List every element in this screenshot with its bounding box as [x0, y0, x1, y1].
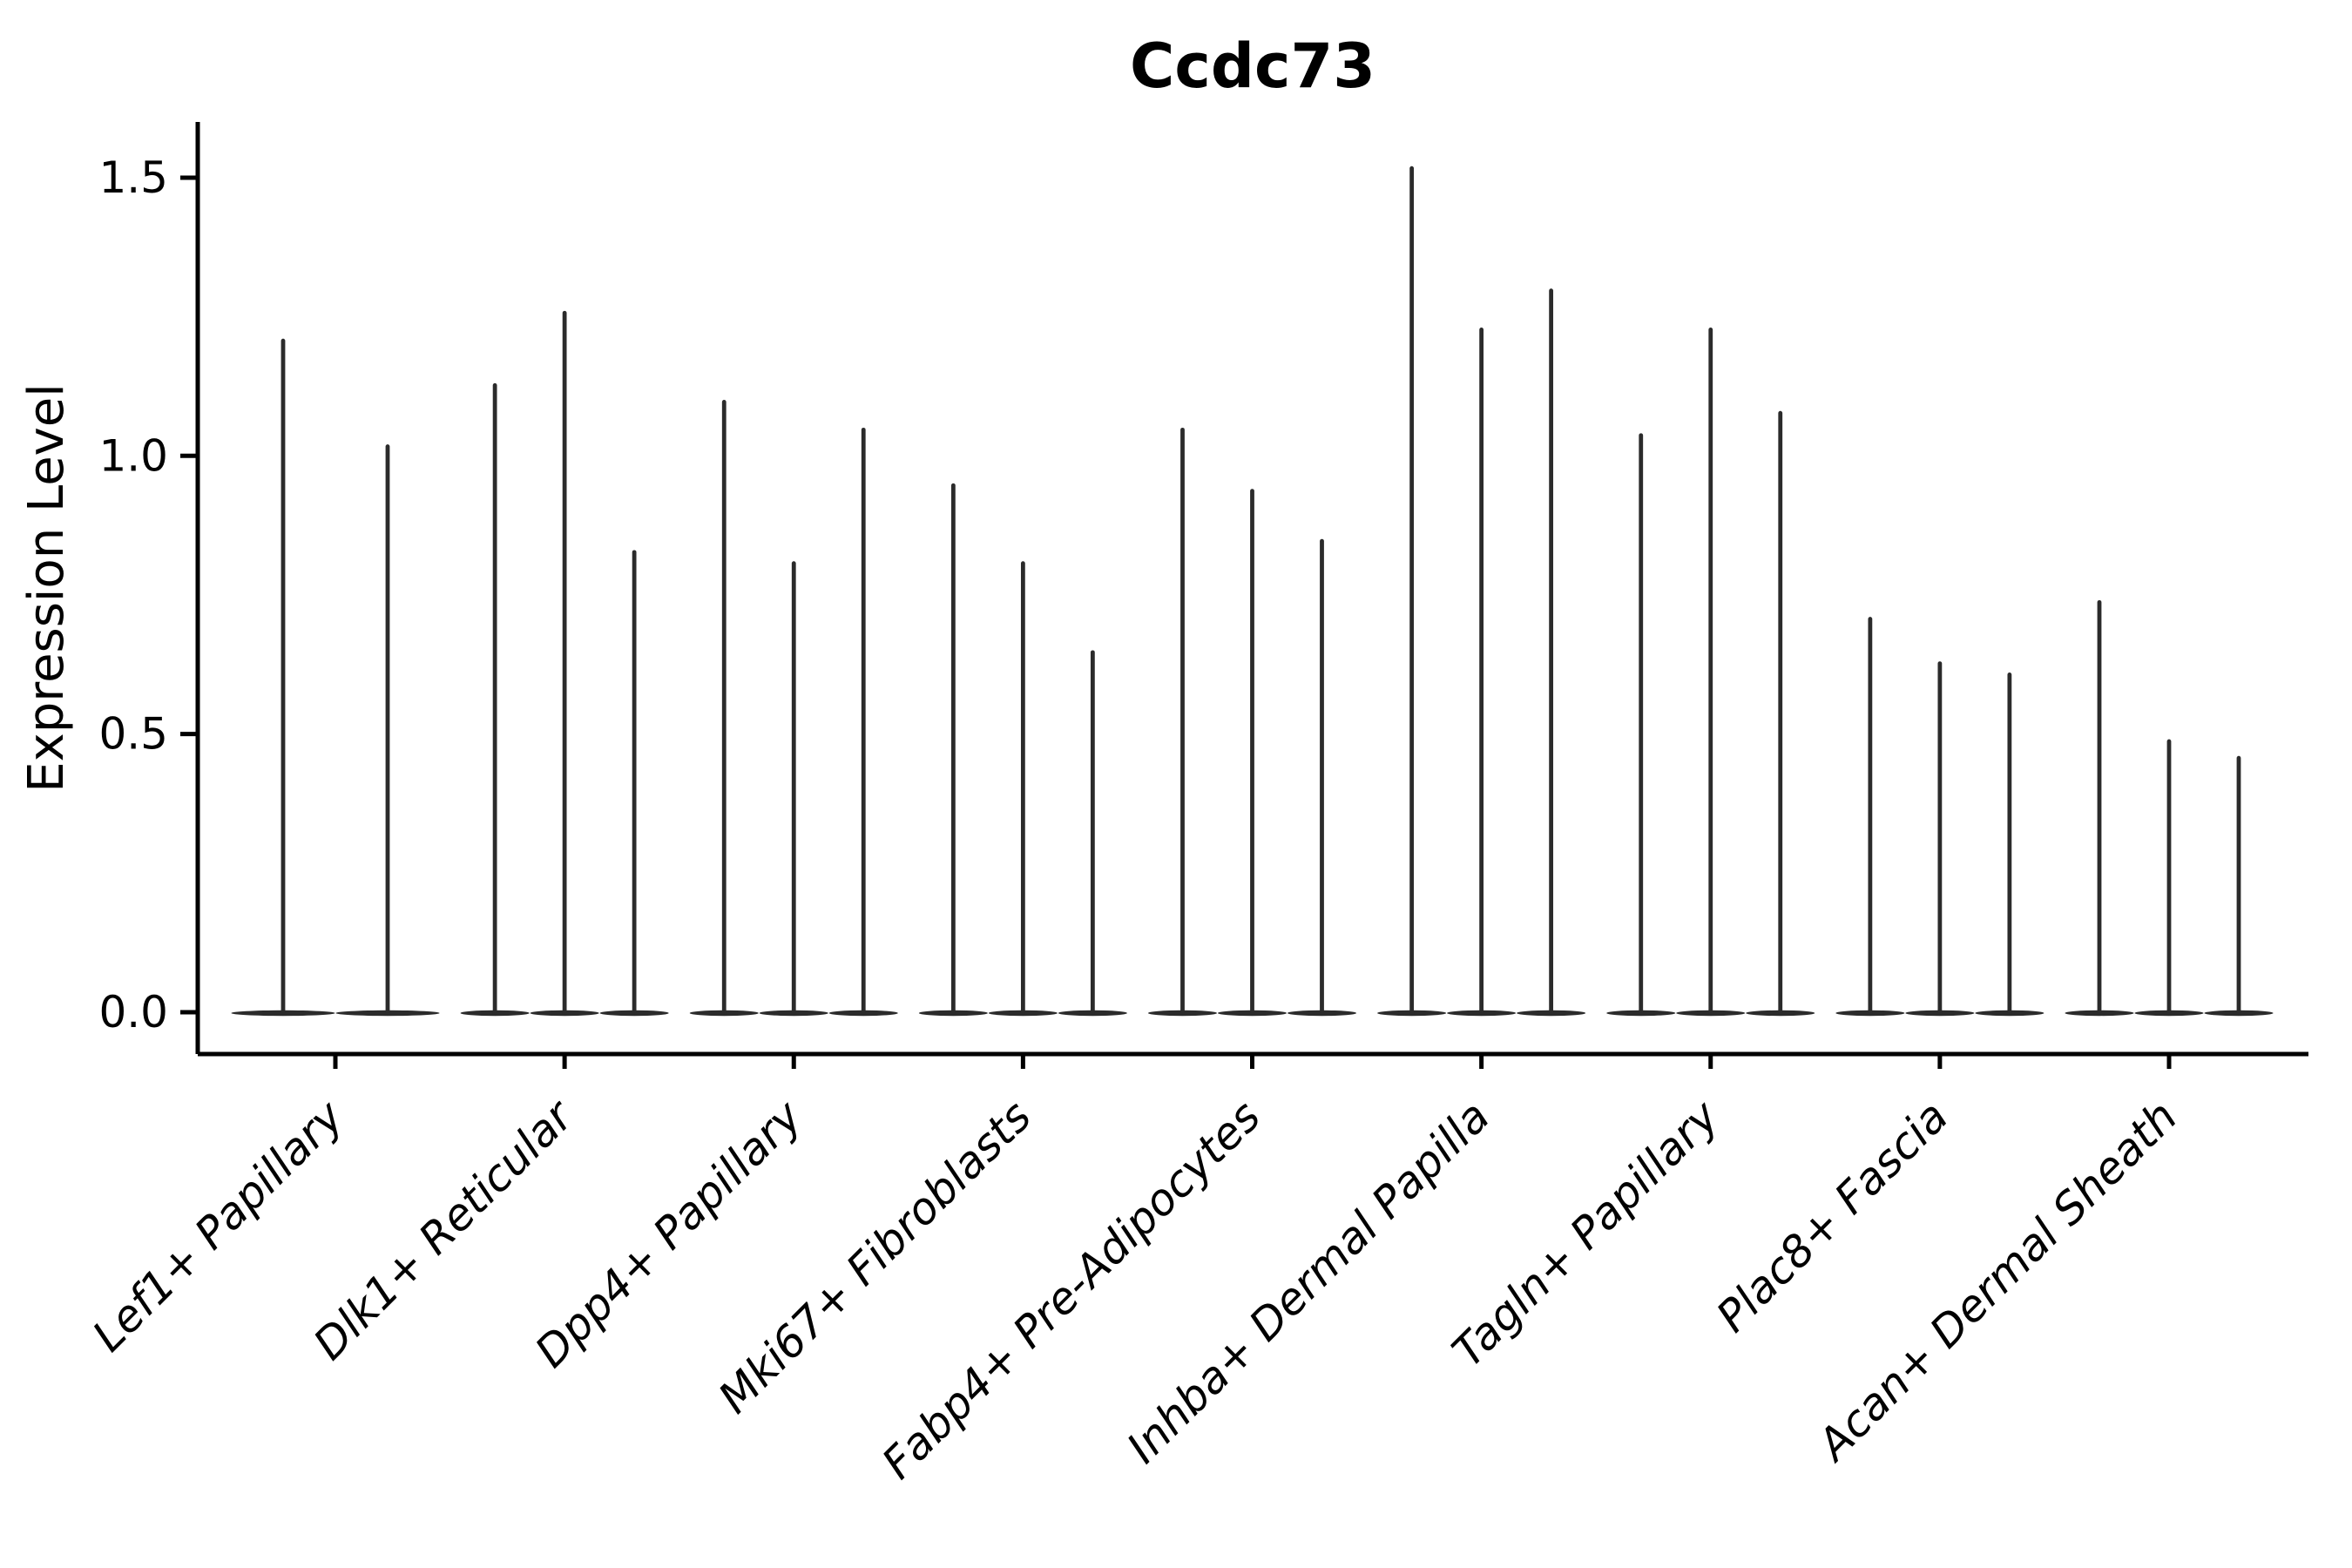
- violin: [759, 561, 828, 1017]
- violin: [231, 338, 335, 1017]
- violin: [1517, 288, 1586, 1017]
- violin: [2134, 739, 2204, 1017]
- violin: [2065, 599, 2134, 1017]
- violin: [1218, 489, 1287, 1017]
- violin: [1377, 166, 1447, 1017]
- violin: [1288, 538, 1356, 1017]
- violin-layer: [231, 166, 2274, 1017]
- violin: [1746, 410, 1815, 1017]
- violin: [988, 561, 1058, 1017]
- violin: [918, 483, 988, 1017]
- x-tick-label: Plac8+ Fascia: [1707, 1091, 1957, 1342]
- violin: [1905, 661, 1975, 1017]
- violin: [1835, 617, 1905, 1017]
- violin: [1606, 433, 1676, 1017]
- x-tick-label: Lef1+ Papillary: [83, 1090, 354, 1361]
- violin: [460, 382, 530, 1017]
- x-tick-label: Acan+ Dermal Sheath: [1807, 1091, 2187, 1471]
- violin: [689, 400, 759, 1017]
- violin: [530, 310, 599, 1017]
- y-tick-label: 0.0: [98, 987, 168, 1037]
- violin: [1676, 327, 1746, 1017]
- chart-title: Ccdc73: [1130, 30, 1375, 102]
- y-tick-label: 0.5: [98, 709, 168, 760]
- violin: [1975, 672, 2044, 1017]
- y-tick-label: 1.5: [98, 152, 168, 203]
- violin: [1058, 650, 1127, 1017]
- violin: [828, 427, 898, 1017]
- x-tick-label: Inhba+ Dermal Papilla: [1118, 1091, 1499, 1472]
- y-tick-label: 1.0: [98, 430, 168, 481]
- violin: [1447, 327, 1517, 1017]
- violin: [599, 550, 669, 1017]
- violin: [2204, 755, 2274, 1017]
- violin: [335, 444, 440, 1017]
- y-axis-label: Expression Level: [18, 383, 75, 793]
- violin: [1148, 427, 1217, 1017]
- x-tick-label: Fabp4+ Pre-Adipocytes: [872, 1091, 1270, 1489]
